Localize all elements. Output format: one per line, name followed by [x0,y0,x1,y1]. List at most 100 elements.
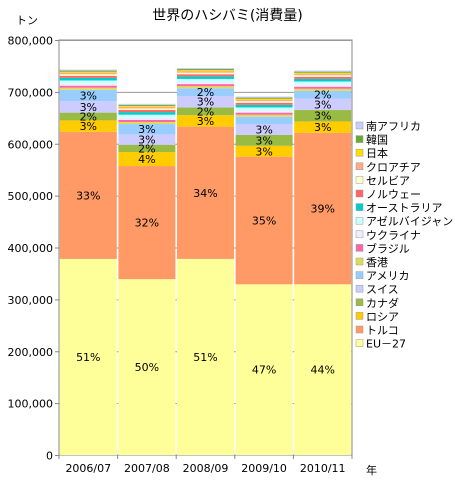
legend-swatch [355,189,364,198]
legend-label: セルビア [366,174,410,187]
bar-segment [177,82,234,85]
segment-label: 2% [197,105,214,118]
legend-swatch [355,121,364,130]
segment-label: 33% [76,189,100,202]
bar-segment [177,74,234,77]
bar-segment [59,101,117,113]
bar-segment [294,70,352,72]
bar-segment [294,86,352,89]
bar-segment [118,114,176,118]
bar-segment [118,124,176,135]
bar-segment [59,69,117,71]
segment-label: 32% [135,217,159,230]
legend-label: 韓国 [366,134,388,147]
bar-segment [177,86,234,89]
bar-segment [177,76,234,79]
y-tick-label: 200,000 [8,346,54,359]
bar-segment [177,69,234,71]
segment-label: 3% [138,123,155,136]
bar-segment [118,103,176,105]
bar-segment [59,71,117,73]
bar-segment [235,110,293,113]
bar-segment [294,76,352,79]
bar-segment [118,121,176,125]
bar-segment [235,101,293,103]
bar-segment [59,83,117,86]
segment-labels: 51%33%3%2%3%3%50%32%4%2%3%3%51%34%3%2%3%… [76,86,335,377]
bar-segment [59,120,117,132]
bar-segment [118,104,176,106]
bar-segment [177,107,234,116]
segment-label: 3% [80,120,97,133]
segment-label: 3% [314,110,331,123]
legend-swatch [355,312,364,320]
bar-segment [59,89,117,102]
legend-swatch [355,284,364,293]
bar-segment [59,74,117,76]
bar-segment [294,121,352,133]
x-axis-unit: 年 [366,464,377,477]
x-tick-label: 2010/11 [300,462,346,475]
bar-segment [177,70,234,72]
segment-label: 39% [310,203,334,216]
legend-label: ノルウェー [366,188,421,201]
legend-label: カナダ [366,296,399,310]
legend-label: ブラジル [366,241,410,255]
segment-label: 3% [80,90,97,103]
x-tick-label: 2007/08 [124,462,170,475]
segment-label: 51% [193,351,217,364]
bar-segment [294,72,352,74]
bar-segment [59,258,117,455]
segment-label: 3% [197,115,214,128]
bar-segment [235,114,293,117]
y-tick-label: 400,000 [8,242,54,255]
bar-segment [235,284,293,455]
bar-segment [294,90,352,99]
bar-segment [294,98,352,111]
bar-segment [177,258,234,455]
y-tick-label: 500,000 [8,190,54,203]
segment-label: 3% [314,121,331,134]
bar-segment [118,119,176,122]
bar-segment [59,87,117,90]
bar-segment [177,96,234,108]
legend-swatch [355,135,364,143]
legend-swatch [355,339,364,347]
legend-swatch [355,244,364,252]
bar-segment [59,112,117,121]
bar-segment [235,107,293,111]
legend-label: クロアチア [366,161,421,174]
x-tick-label: 2006/07 [65,462,111,475]
bar-segment [118,105,176,107]
legend: 南アフリカ韓国日本クロアチアセルビアノルウェーオーストラリアアゼルバイジャンウク… [355,120,453,351]
bar-segment [235,102,293,105]
legend-label: オーストラリア [366,202,442,215]
bar-segment [118,152,176,167]
bar-segment [177,71,234,73]
y-tick-label: 300,000 [8,294,54,307]
bar-segment [235,116,293,125]
segment-label: 4% [138,153,155,166]
bar-segment [177,78,234,83]
bar-segment [294,73,352,76]
bar-segment [294,78,352,82]
segment-label: 3% [138,134,155,147]
bar-segment [235,145,293,157]
bar-segment [59,77,117,81]
bar-segment [294,88,352,91]
bar-segment [59,80,117,84]
bar-segment [59,75,117,78]
legend-label: アメリカ [366,270,409,283]
legend-label: 南アフリカ [366,120,421,133]
bar-segment [59,131,117,259]
segment-label: 3% [255,134,272,147]
legend-swatch [355,176,364,184]
bar-segment [118,110,176,113]
chart-title: 世界のハシバミ(消費量) [152,8,303,24]
bar-segment [118,112,176,115]
segment-label: 50% [135,361,159,374]
bar-segment [118,106,176,109]
bar-segment [235,104,293,108]
